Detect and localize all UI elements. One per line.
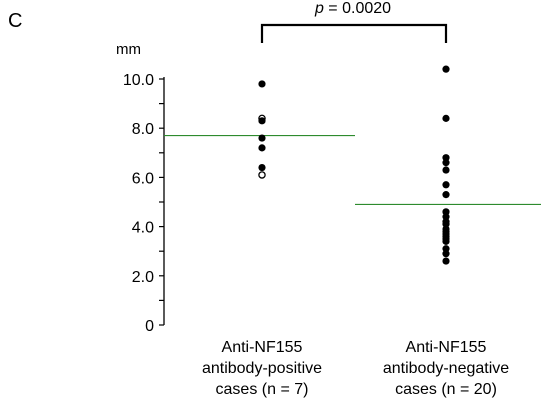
- data-point-filled: [258, 144, 266, 152]
- category-label-2: Anti-NF155 antibody-negative cases (n = 20…: [383, 339, 509, 398]
- data-point-filled: [442, 181, 450, 189]
- bracket-line: [260, 23, 448, 43]
- mean-lines: [164, 134, 541, 206]
- data-point-filled: [442, 257, 450, 265]
- data-point-filled: [258, 117, 266, 125]
- data-point-filled: [258, 134, 266, 142]
- category-label-line: Anti-NF155: [406, 339, 487, 356]
- data-point-filled: [442, 191, 450, 199]
- y-axis-ticks: 0 2.0 4.0 6.0 8.0 10.0: [123, 72, 164, 335]
- y-tick-label: 0: [145, 318, 154, 335]
- data-point-filled: [442, 114, 450, 122]
- category-labels: Anti-NF155 antibody-positive cases (n = 7)…: [202, 339, 509, 398]
- y-tick-label: 4.0: [132, 220, 154, 237]
- category-label-line: antibody-negative: [383, 360, 509, 377]
- data-point-filled: [442, 250, 450, 258]
- category-label-line: cases (n = 20): [395, 381, 497, 398]
- data-points: [258, 65, 450, 265]
- category-label-line: Anti-NF155: [222, 339, 303, 356]
- category-label-line: cases (n = 7): [216, 381, 309, 398]
- data-point-filled: [442, 166, 450, 174]
- data-point-filled: [442, 237, 450, 245]
- data-point-filled: [442, 65, 450, 73]
- data-point-filled: [258, 163, 266, 172]
- data-point-filled: [442, 159, 450, 167]
- p-value-symbol: p: [314, 0, 324, 17]
- y-axis-unit-label: mm: [116, 41, 141, 58]
- category-label-line: antibody-positive: [202, 360, 322, 377]
- significance-bracket: [260, 23, 448, 43]
- data-point-filled: [442, 208, 450, 216]
- data-point-filled: [442, 220, 450, 228]
- y-tick-label: 8.0: [132, 121, 154, 138]
- y-tick-label: 2.0: [132, 269, 154, 286]
- p-value-label: p = 0.0020: [314, 0, 391, 17]
- data-point-filled: [442, 245, 450, 253]
- category-label-1: Anti-NF155 antibody-positive cases (n = 7): [202, 339, 322, 398]
- data-point-filled: [442, 154, 450, 162]
- data-point-filled: [442, 213, 450, 221]
- p-value-text: = 0.0020: [324, 0, 391, 17]
- data-point-filled: [258, 80, 266, 88]
- data-point-open: [258, 171, 266, 179]
- panel-label: C: [8, 10, 22, 32]
- y-tick-label: 6.0: [132, 170, 154, 187]
- y-tick-label: 10.0: [123, 72, 154, 89]
